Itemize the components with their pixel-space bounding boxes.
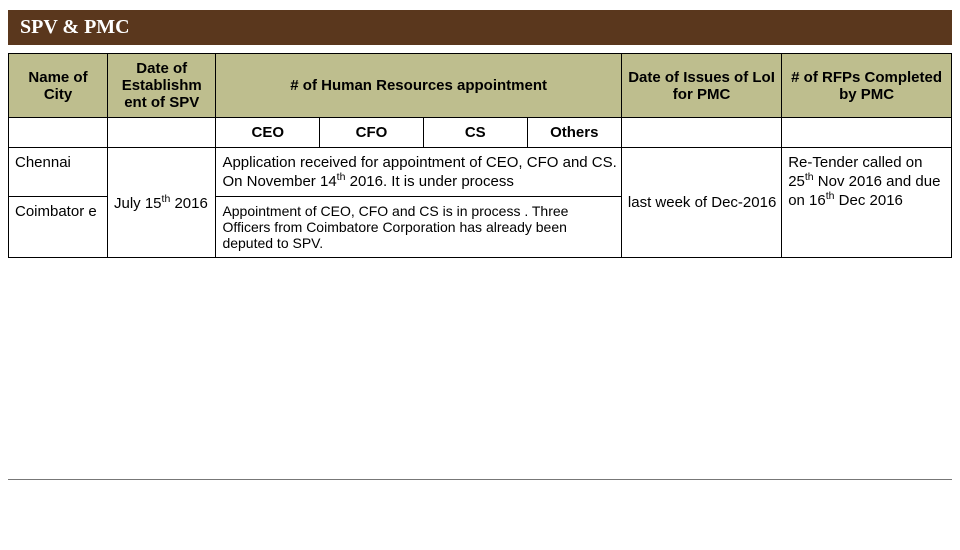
cell-establish: July 15th 2016 [108,148,216,258]
sub-ceo: CEO [216,118,320,148]
sub-cs: CS [423,118,527,148]
cell-rfp: Re-Tender called on 25th Nov 2016 and du… [782,148,952,258]
header-row: Name of City Date of Establishm ent of S… [9,54,952,118]
footer-divider [8,479,952,480]
data-table: Name of City Date of Establishm ent of S… [8,53,952,258]
hdr-establish: Date of Establishm ent of SPV [108,54,216,118]
cell-city-2: Coimbator e [9,197,108,258]
table-row: Chennai July 15th 2016 Application recei… [9,148,952,197]
cell-hr-1: Application received for appointment of … [216,148,621,197]
subheader-row: CEO CFO CS Others [9,118,952,148]
sub-others: Others [527,118,621,148]
hdr-city: Name of City [9,54,108,118]
hdr-loi: Date of Issues of LoI for PMC [621,54,781,118]
title-bar: SPV & PMC [8,10,952,45]
hdr-hr: # of Human Resources appointment [216,54,621,118]
hdr-rfp: # of RFPs Completed by PMC [782,54,952,118]
cell-city-1: Chennai [9,148,108,197]
cell-hr-2: Appointment of CEO, CFO and CS is in pro… [216,197,621,258]
sub-cfo: CFO [320,118,424,148]
cell-loi: last week of Dec-2016 [621,148,781,258]
